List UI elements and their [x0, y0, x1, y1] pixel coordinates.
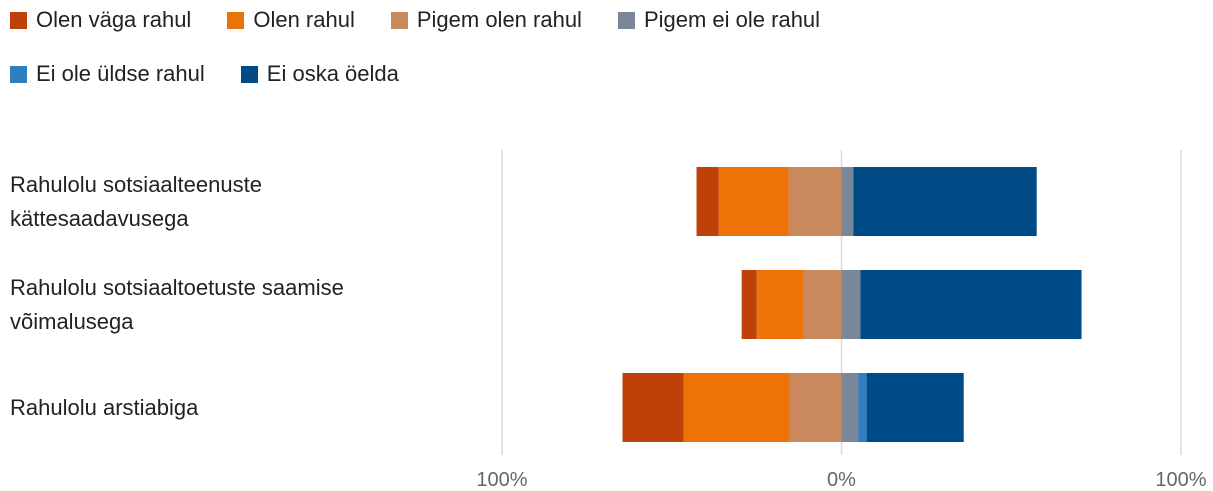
legend-swatch [617, 11, 635, 29]
bar [741, 270, 757, 339]
legend-swatch [227, 11, 245, 29]
category-label: Rahulolu arstiabiga [10, 394, 199, 420]
legend-swatch [390, 11, 408, 29]
bar [696, 167, 719, 236]
bar [718, 167, 789, 236]
bar [683, 373, 790, 442]
bar [622, 373, 684, 442]
legend-label: Olen rahul [253, 7, 355, 32]
legend-item: Ei oska öelda [240, 58, 399, 90]
bar [841, 270, 861, 339]
legend-swatch [10, 65, 27, 83]
legend-label: Ei oska öelda [266, 61, 399, 86]
bar [860, 270, 1082, 339]
bar [756, 270, 804, 339]
legend-swatch [10, 11, 27, 29]
legend-label: Pigem olen rahul [416, 7, 582, 32]
legend-label: Olen väga rahul [36, 7, 192, 32]
legend-label: Pigem ei ole rahul [643, 7, 821, 32]
bar [853, 167, 1037, 236]
legend-item: Ei ole üldse rahul [10, 58, 205, 90]
x-tick-label: 100% [476, 469, 527, 491]
bar [789, 373, 842, 442]
legend: Olen väga rahul Olen rahul Pigem olen rahu… [10, 4, 970, 90]
legend-item: Olen rahul [227, 4, 355, 36]
x-tick-label: 100% [1155, 469, 1206, 491]
bar [841, 167, 854, 236]
bar [788, 167, 842, 236]
legend-item: Olen väga rahul [10, 4, 191, 36]
legend-item: Pigem olen rahul [390, 4, 582, 36]
bar [866, 373, 964, 442]
bar [803, 270, 842, 339]
category-label: Rahulolu sotsiaalteenuste kättesaadavuse… [10, 171, 262, 231]
bar [858, 373, 867, 442]
legend-swatch [240, 65, 258, 83]
x-tick-label: 0% [827, 469, 856, 491]
bar [841, 373, 859, 442]
legend-item: Pigem ei ole rahul [617, 4, 821, 36]
legend-label: Ei ole üldse rahul [36, 61, 205, 86]
category-label: Rahulolu sotsiaaltoetuste saamise võimal… [10, 274, 344, 334]
